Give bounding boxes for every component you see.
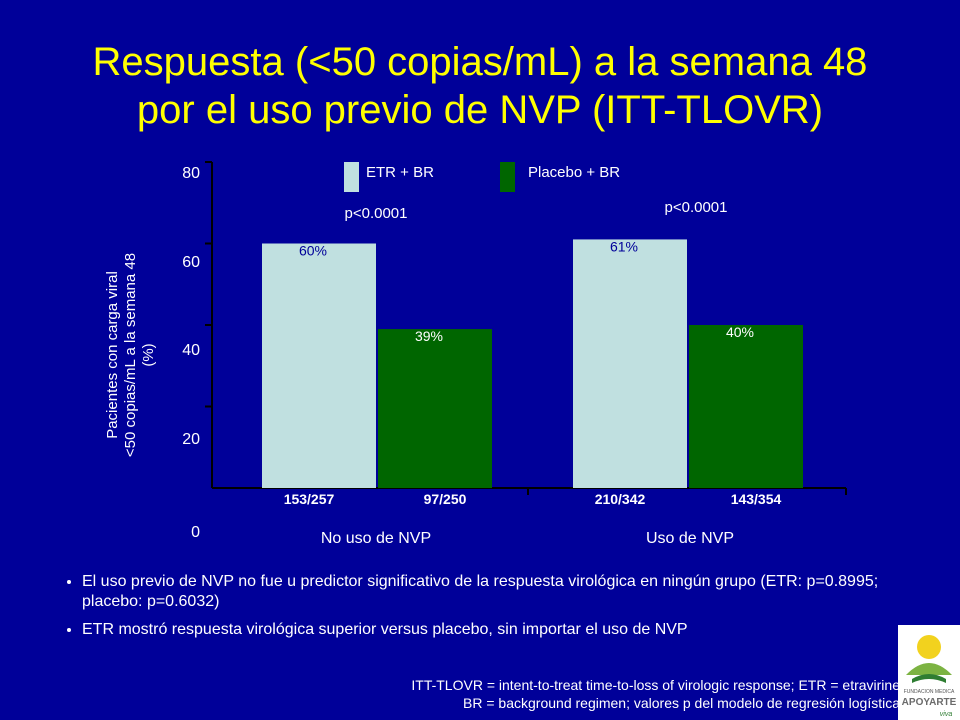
footnote-line-1: ITT-TLOVR = intent-to-treat time-to-loss… [411,677,900,693]
logo-line-1: FUNDACION MEDICA [904,689,955,695]
y-tick-label: 40 [182,342,200,359]
logo-sun-icon [917,635,941,659]
footnote: ITT-TLOVR = intent-to-treat time-to-loss… [300,676,900,712]
bar-placebo [689,325,803,488]
y-axis-label-line: (%) [140,343,157,366]
p-value-label: p<0.0001 [345,205,408,222]
apoyarte-logo: FUNDACION MEDICA APOYARTE viva [898,625,960,720]
group-label: Uso de NVP [646,530,734,547]
y-axis-label-line: <50 copias/mL a la semana 48 [122,253,139,457]
legend-label: Placebo + BR [528,164,620,181]
bullet-item: ETR mostró respuesta virológica superior… [82,620,882,640]
bar-value-label: 60% [299,243,327,259]
legend-swatch [500,162,515,192]
p-value-label: p<0.0001 [665,199,728,216]
bar-value-label: 39% [415,328,443,344]
bar-placebo [378,329,492,488]
y-axis-label: Pacientes con carga viral<50 copias/mL a… [104,253,157,457]
bar-count-label: 143/354 [731,491,782,507]
chart-texts: 0 20 40 60 80 Pacientes con carga viral<50 co… [104,162,782,547]
y-axis-label-line: Pacientes con carga viral [104,271,121,439]
y-tick-label: 0 [191,524,200,541]
bar-etr [573,239,687,488]
bullet-list: El uso previo de NVP no fue u predictor … [60,572,882,648]
bar-chart: 0 20 40 60 80 Pacientes con carga viral<50 co… [104,161,847,547]
title-line-1: Respuesta (<50 copias/mL) a la semana 48 [92,40,868,84]
logo-hill-icon [906,663,952,675]
slide-title: Respuesta (<50 copias/mL) a la semana 48… [20,38,940,134]
logo-band-icon [912,674,946,683]
logo-line-3: viva [940,711,953,718]
y-tick-label: 20 [182,431,200,448]
y-tick-label: 60 [182,254,200,271]
chart-bars [262,239,803,488]
bar-value-label: 40% [726,324,754,340]
logo-line-2: APOYARTE [902,697,957,708]
title-line-2: por el uso previo de NVP (ITT-TLOVR) [136,88,824,132]
bar-count-label: 97/250 [424,491,467,507]
footnote-line-2: BR = background regimen; valores p del m… [463,695,900,711]
bar-value-label: 61% [610,238,638,254]
bar-count-label: 210/342 [595,491,646,507]
bar-count-label: 153/257 [284,491,335,507]
bullet-item: El uso previo de NVP no fue u predictor … [82,572,882,612]
bar-etr [262,243,376,488]
legend-label: ETR + BR [366,164,434,181]
logo-graphic: FUNDACION MEDICA APOYARTE viva [902,635,957,718]
group-label: No uso de NVP [321,530,431,547]
y-tick-label: 80 [182,165,200,182]
legend-swatch [344,162,359,192]
